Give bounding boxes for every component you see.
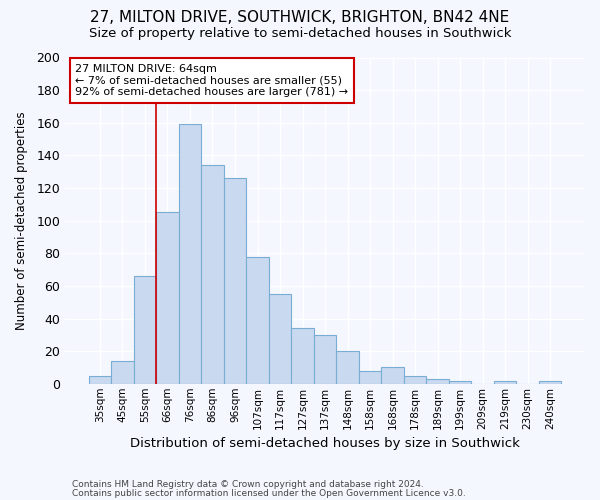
Bar (359, 370, 382, 384)
Bar (427, 379, 449, 384)
Bar (269, 294, 291, 384)
Bar (134, 276, 156, 384)
Text: 27 MILTON DRIVE: 64sqm
← 7% of semi-detached houses are smaller (55)
92% of semi: 27 MILTON DRIVE: 64sqm ← 7% of semi-deta… (76, 64, 349, 97)
Text: Size of property relative to semi-detached houses in Southwick: Size of property relative to semi-detach… (89, 28, 511, 40)
Bar (89, 376, 111, 384)
Bar (494, 380, 517, 384)
Bar (111, 361, 134, 384)
Y-axis label: Number of semi-detached properties: Number of semi-detached properties (15, 112, 28, 330)
Bar (449, 380, 472, 384)
X-axis label: Distribution of semi-detached houses by size in Southwick: Distribution of semi-detached houses by … (130, 437, 520, 450)
Bar (246, 256, 269, 384)
Bar (382, 368, 404, 384)
Bar (291, 328, 314, 384)
Text: Contains public sector information licensed under the Open Government Licence v3: Contains public sector information licen… (72, 488, 466, 498)
Bar (314, 335, 336, 384)
Bar (201, 165, 224, 384)
Bar (156, 212, 179, 384)
Text: 27, MILTON DRIVE, SOUTHWICK, BRIGHTON, BN42 4NE: 27, MILTON DRIVE, SOUTHWICK, BRIGHTON, B… (91, 10, 509, 25)
Bar (179, 124, 201, 384)
Bar (336, 351, 359, 384)
Text: Contains HM Land Registry data © Crown copyright and database right 2024.: Contains HM Land Registry data © Crown c… (72, 480, 424, 489)
Bar (539, 380, 562, 384)
Bar (404, 376, 427, 384)
Bar (224, 178, 246, 384)
